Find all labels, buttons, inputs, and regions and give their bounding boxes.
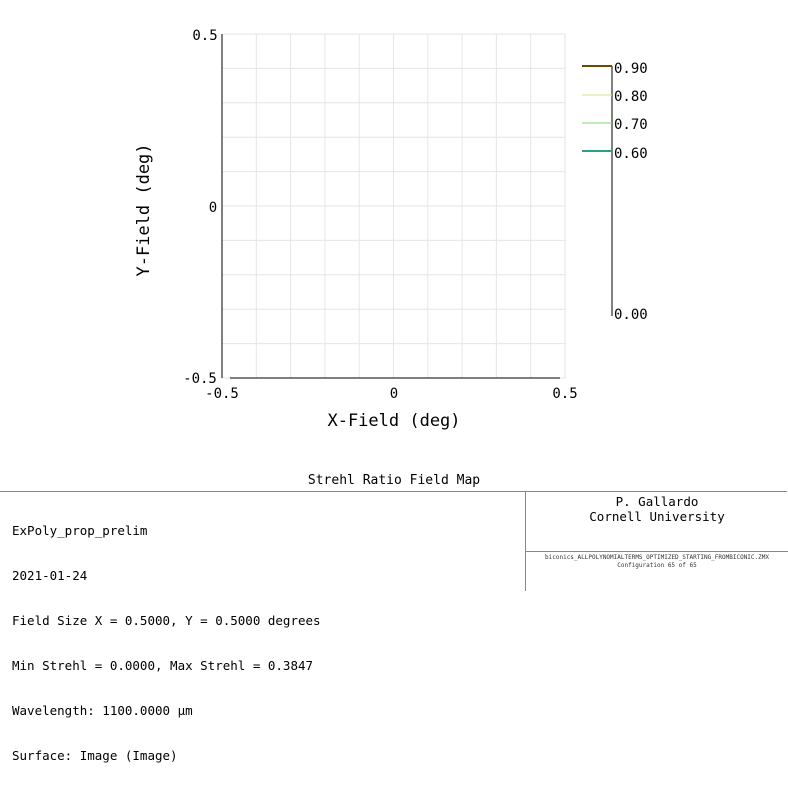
- x-axis-label: X-Field (deg): [327, 411, 460, 431]
- x-tick-label: 0.5: [552, 386, 577, 402]
- file-info: biconics_ALLPOLYNOMIALTERMS_OPTIMIZED_ST…: [526, 551, 788, 570]
- footer-org-block: P. Gallardo Cornell University biconics_…: [525, 492, 788, 591]
- chart-title: Strehl Ratio Field Map: [307, 473, 481, 488]
- y-axis-label: Y-Field (deg): [134, 143, 154, 276]
- legend-label-0.80: 0.80: [614, 89, 648, 105]
- info-footer: ExPoly_prop_prelim 2021-01-24 Field Size…: [0, 491, 788, 763]
- footer-line-field-size: Field Size X = 0.5000, Y = 0.5000 degree…: [12, 613, 321, 628]
- y-tick-label: 0.5: [192, 28, 217, 44]
- file-name: biconics_ALLPOLYNOMIALTERMS_OPTIMIZED_ST…: [545, 554, 769, 561]
- footer-line-surface: Surface: Image (Image): [12, 748, 178, 763]
- x-tick-label: 0: [390, 386, 398, 402]
- author-name: P. Gallardo: [615, 494, 699, 509]
- plot-grid: [221, 33, 566, 379]
- y-tick-label: 0: [209, 200, 217, 216]
- legend-label-0.90: 0.90: [614, 61, 648, 77]
- legend-label-0.70: 0.70: [614, 117, 648, 133]
- footer-info-block: ExPoly_prop_prelim 2021-01-24 Field Size…: [12, 493, 321, 793]
- configuration-info: Configuration 65 of 65: [617, 562, 697, 569]
- footer-line-filename: ExPoly_prop_prelim: [12, 523, 148, 538]
- footer-line-date: 2021-01-24: [12, 568, 88, 583]
- contour-legend: 0.90 0.80 0.70 0.60 0.00: [582, 61, 648, 323]
- strehl-field-map-chart: 0.5 0 -0.5 -0.5 0 0.5 X-Field (deg) Y-Fi…: [134, 28, 648, 431]
- affiliation: Cornell University: [589, 509, 725, 524]
- y-tick-label: -0.5: [183, 371, 217, 387]
- footer-line-strehl-range: Min Strehl = 0.0000, Max Strehl = 0.3847: [12, 658, 314, 673]
- footer-line-wavelength: Wavelength: 1100.0000 µm: [12, 703, 193, 718]
- legend-label-0.60: 0.60: [614, 146, 648, 162]
- x-tick-label: -0.5: [205, 386, 239, 402]
- legend-label-0.00: 0.00: [614, 307, 648, 323]
